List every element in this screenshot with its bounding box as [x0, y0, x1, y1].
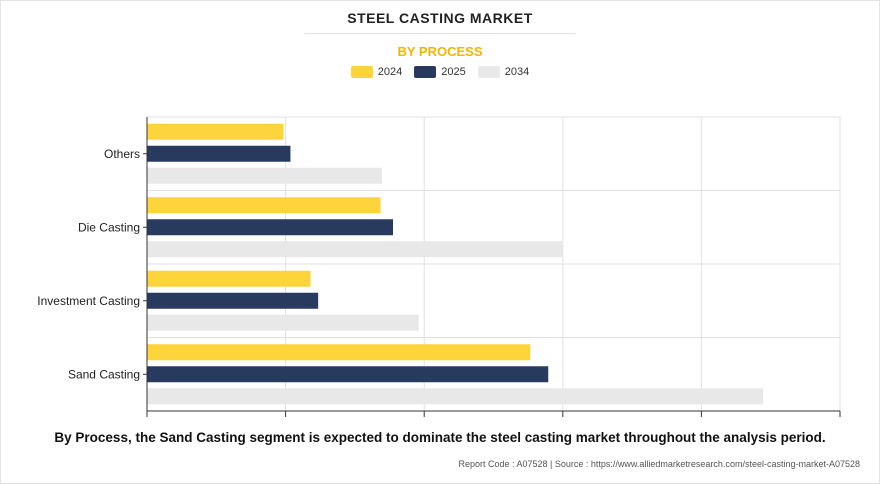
- category-label: Others: [104, 147, 140, 161]
- legend-swatch-2024: [350, 66, 373, 78]
- legend: 2024 2025 2034: [0, 66, 880, 78]
- legend-item-2034[interactable]: 2034: [477, 66, 530, 78]
- bar-2025: [147, 145, 291, 162]
- legend-item-2025[interactable]: 2025: [414, 66, 466, 78]
- bar-2025: [147, 366, 549, 383]
- category-label: Sand Casting: [68, 367, 140, 381]
- category-label: Die Casting: [78, 220, 140, 234]
- legend-swatch-2025: [414, 66, 437, 78]
- chart-title: STEEL CASTING MARKET: [347, 10, 533, 26]
- chart-caption: By Process, the Sand Casting segment is …: [54, 430, 826, 445]
- bar-2024: [147, 123, 284, 140]
- bar-2034: [147, 388, 764, 405]
- legend-label-2024: 2024: [377, 66, 403, 78]
- bar-2025: [147, 292, 319, 309]
- bar-2024: [147, 270, 311, 287]
- legend-swatch-2034: [477, 66, 500, 78]
- bar-2024: [147, 197, 381, 214]
- legend-label-2025: 2025: [441, 66, 466, 78]
- bar-2024: [147, 344, 531, 361]
- bar-2034: [147, 241, 563, 258]
- legend-item-2024[interactable]: 2024: [350, 66, 403, 78]
- bar-2034: [147, 314, 419, 331]
- legend-label-2034: 2034: [504, 66, 530, 78]
- bar-2025: [147, 219, 394, 236]
- source-note: Report Code : A07528 | Source : https://…: [458, 459, 860, 469]
- title-divider: [305, 33, 575, 34]
- bar-2034: [147, 167, 382, 184]
- chart-subtitle: BY PROCESS: [397, 44, 483, 59]
- category-label: Investment Casting: [37, 294, 140, 308]
